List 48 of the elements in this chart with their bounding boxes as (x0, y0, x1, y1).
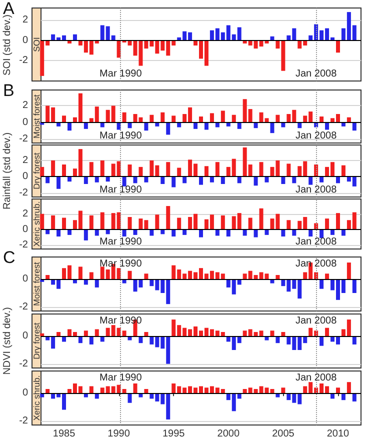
y-tick-label: -2 (19, 358, 28, 370)
text: SOI (32, 37, 42, 52)
x-tick-label: 2000 (217, 428, 240, 440)
y-tick-label: 2 (22, 100, 28, 112)
ref-line-label: Mar 1990 (100, 236, 142, 248)
x-tick-label: 2010 (326, 428, 350, 440)
y-tick-label: 0 (22, 274, 28, 285)
x-tick-label: 1990 (108, 428, 130, 440)
y-tick-label: -2 (19, 55, 28, 66)
y-tick-label: 0 (22, 171, 28, 182)
y-tick-label: 0 (22, 388, 28, 399)
text: Moist forest (32, 261, 42, 306)
x-tick-label: 1985 (52, 428, 76, 440)
ref-line-label: Jan 2008 (295, 184, 338, 196)
y-tick-label: -2 (19, 240, 28, 251)
ref-line-label: Jan 2008 (295, 316, 338, 326)
ref-line-label: Mar 1990 (100, 130, 142, 142)
text: Dry forest (32, 322, 42, 360)
text: Dry forest (32, 152, 42, 190)
y-tick-label: 0 (22, 224, 28, 235)
ref-line-label: Mar 1990 (100, 184, 142, 196)
text: B (3, 81, 14, 100)
y-tick-label: -2 (19, 415, 28, 426)
y-tick-label: -2 (19, 187, 28, 198)
y-tick-label: -2 (19, 301, 28, 312)
y-axis-title: SOI (std dev.) (2, 14, 14, 75)
y-tick-label: -2 (19, 133, 28, 144)
y-axis-title: Rainfall (std dev.) (2, 132, 14, 210)
ref-line-label: Mar 1990 (100, 258, 142, 270)
text: Moist forest (32, 94, 42, 138)
x-tick-label: 1995 (162, 428, 186, 440)
y-axis-title: NDVI (std dev.) (2, 307, 14, 375)
ref-line-label: Mar 1990 (100, 372, 142, 384)
ref-line-label: Jan 2008 (295, 372, 338, 384)
y-tick-label: 2 (22, 208, 28, 220)
ref-line-label: Mar 1990 (100, 68, 142, 80)
text: Xeric shrub. (32, 201, 42, 247)
x-tick-label: 2005 (272, 428, 295, 440)
ref-line-label: Jan 2008 (295, 68, 338, 80)
y-tick-label: 2 (22, 14, 28, 26)
text: C (3, 248, 16, 267)
ref-line-label: Jan 2008 (295, 236, 338, 248)
y-tick-label: 0 (22, 34, 28, 46)
ref-line-label: Jan 2008 (295, 130, 338, 142)
y-tick-label: 2 (22, 154, 28, 166)
y-tick-label: 0 (22, 330, 28, 342)
y-tick-label: 0 (22, 116, 28, 128)
text: Xeric shrub. (32, 375, 42, 421)
